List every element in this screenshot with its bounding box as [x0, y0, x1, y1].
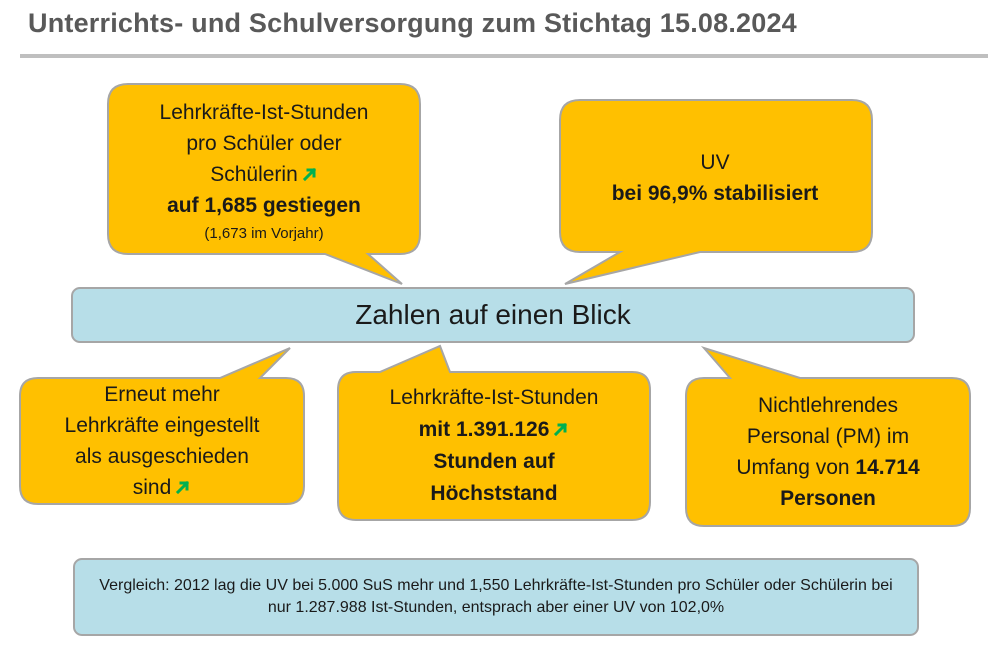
footer-note: Vergleich: 2012 lag die UV bei 5.000 SuS…	[99, 577, 893, 616]
callout-line-mixed: Umfang von 14.714	[736, 452, 919, 483]
page-title: Unterrichts- und Schulversorgung zum Sti…	[28, 8, 797, 38]
callout-shape-ist-pro-schueler	[107, 83, 421, 285]
callout-highlight: mit 1.391.126	[418, 418, 550, 441]
arrow-up-right-icon	[302, 167, 316, 182]
callout-shape-ist-stunden	[337, 344, 651, 521]
callout-line-with-icon: Schülerin	[210, 159, 318, 190]
callout-shape-uv	[559, 99, 873, 285]
footer-note-shape	[73, 558, 919, 636]
title-divider	[20, 54, 988, 58]
callout-highlight: Stunden auf	[433, 450, 555, 473]
callout-highlight: 14.714	[855, 456, 920, 479]
callout-shape-lehrkraefte	[19, 347, 305, 505]
callout-line: Personal (PM) im	[746, 425, 910, 448]
callout-highlight: Personen	[780, 487, 876, 510]
callout-line: UV	[700, 151, 730, 174]
callout-line: als ausgeschieden	[75, 445, 249, 468]
callout-line: Schülerin	[210, 163, 298, 186]
callout-personal: Nichtlehrendes Personal (PM) im Umfang v…	[686, 378, 970, 526]
arrow-up-right-icon	[176, 480, 190, 495]
callout-line-with-icon: sind	[133, 472, 192, 503]
callout-note: (1,673 im Vorjahr)	[204, 225, 324, 242]
callout-lehrkraefte: Erneut mehr Lehrkräfte eingestellt als a…	[20, 378, 304, 504]
callout-line: sind	[132, 476, 172, 499]
callout-ist-pro-schueler: Lehrkräfte-Ist-Stunden pro Schüler oder …	[108, 92, 420, 252]
callout-line: Lehrkräfte-Ist-Stunden	[389, 386, 599, 409]
callout-line-with-icon: mit 1.391.126	[419, 414, 570, 446]
callout-line: Lehrkräfte eingestellt	[64, 414, 260, 437]
callout-line: pro Schüler oder	[186, 132, 342, 155]
callout-shape-personal	[685, 345, 971, 527]
callout-highlight: bei 96,9% stabilisiert	[611, 182, 819, 205]
callout-line: Umfang von	[736, 456, 850, 479]
callout-highlight: Höchststand	[430, 482, 558, 505]
callout-line: Nichtlehrendes	[757, 394, 899, 417]
callout-ist-stunden: Lehrkräfte-Ist-Stunden mit 1.391.126 Stu…	[338, 372, 650, 520]
callout-line: Erneut mehr	[104, 383, 220, 406]
center-bar-shape	[71, 287, 915, 343]
callout-line: Lehrkräfte-Ist-Stunden	[159, 101, 369, 124]
callout-highlight: auf 1,685 gestiegen	[167, 194, 361, 217]
center-label: Zahlen auf einen Blick	[355, 299, 631, 330]
arrow-up-right-icon	[554, 422, 568, 437]
callout-uv: UV bei 96,9% stabilisiert	[560, 104, 870, 252]
